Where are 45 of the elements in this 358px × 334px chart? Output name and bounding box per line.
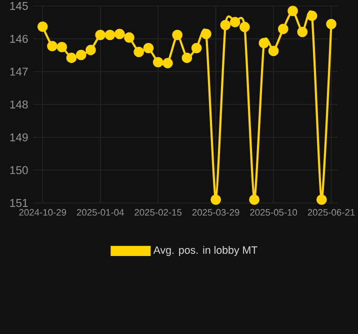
point	[182, 52, 192, 64]
point	[278, 24, 288, 34]
point	[143, 42, 154, 54]
point	[86, 44, 96, 56]
point	[104, 30, 116, 40]
point	[220, 20, 231, 30]
point	[114, 28, 125, 40]
point	[66, 52, 77, 64]
x-tick-label: 2024-10-29	[19, 209, 66, 216]
point	[326, 18, 336, 30]
point	[47, 40, 58, 52]
x-tick-label: 2025-02-15	[134, 209, 182, 216]
point	[306, 10, 318, 22]
point	[230, 16, 240, 28]
point	[76, 50, 86, 60]
legend-label: Avg. pos. in lobby MT	[153, 246, 258, 256]
point	[152, 56, 164, 68]
y-tick-label: 149	[10, 133, 28, 142]
y-tick-label: 150	[10, 166, 28, 174]
point	[134, 46, 144, 58]
point	[191, 42, 202, 54]
y-tick-label: 145	[10, 2, 28, 10]
x-tick-label: 2025-01-04	[76, 209, 124, 216]
point	[56, 42, 68, 52]
y-tick-label: 146	[10, 34, 28, 43]
point	[258, 38, 270, 48]
point	[172, 30, 183, 40]
point	[239, 22, 250, 32]
x-tick-label: 2025-05-10	[250, 209, 298, 216]
point	[200, 28, 212, 40]
point	[297, 26, 308, 38]
y-tick-label: 151	[10, 199, 28, 207]
y-tick-label: 147	[10, 68, 28, 76]
y-tick-label: 148	[10, 100, 28, 108]
point	[124, 32, 134, 43]
point	[249, 194, 260, 205]
point	[268, 46, 279, 56]
x-tick-label: 2025-03-29	[192, 209, 240, 216]
x-tick-label: 2025-06-21	[308, 209, 355, 216]
point	[288, 6, 298, 16]
point	[37, 21, 48, 32]
point	[316, 194, 327, 205]
point	[210, 194, 222, 205]
point	[95, 30, 106, 40]
point	[162, 58, 173, 68]
